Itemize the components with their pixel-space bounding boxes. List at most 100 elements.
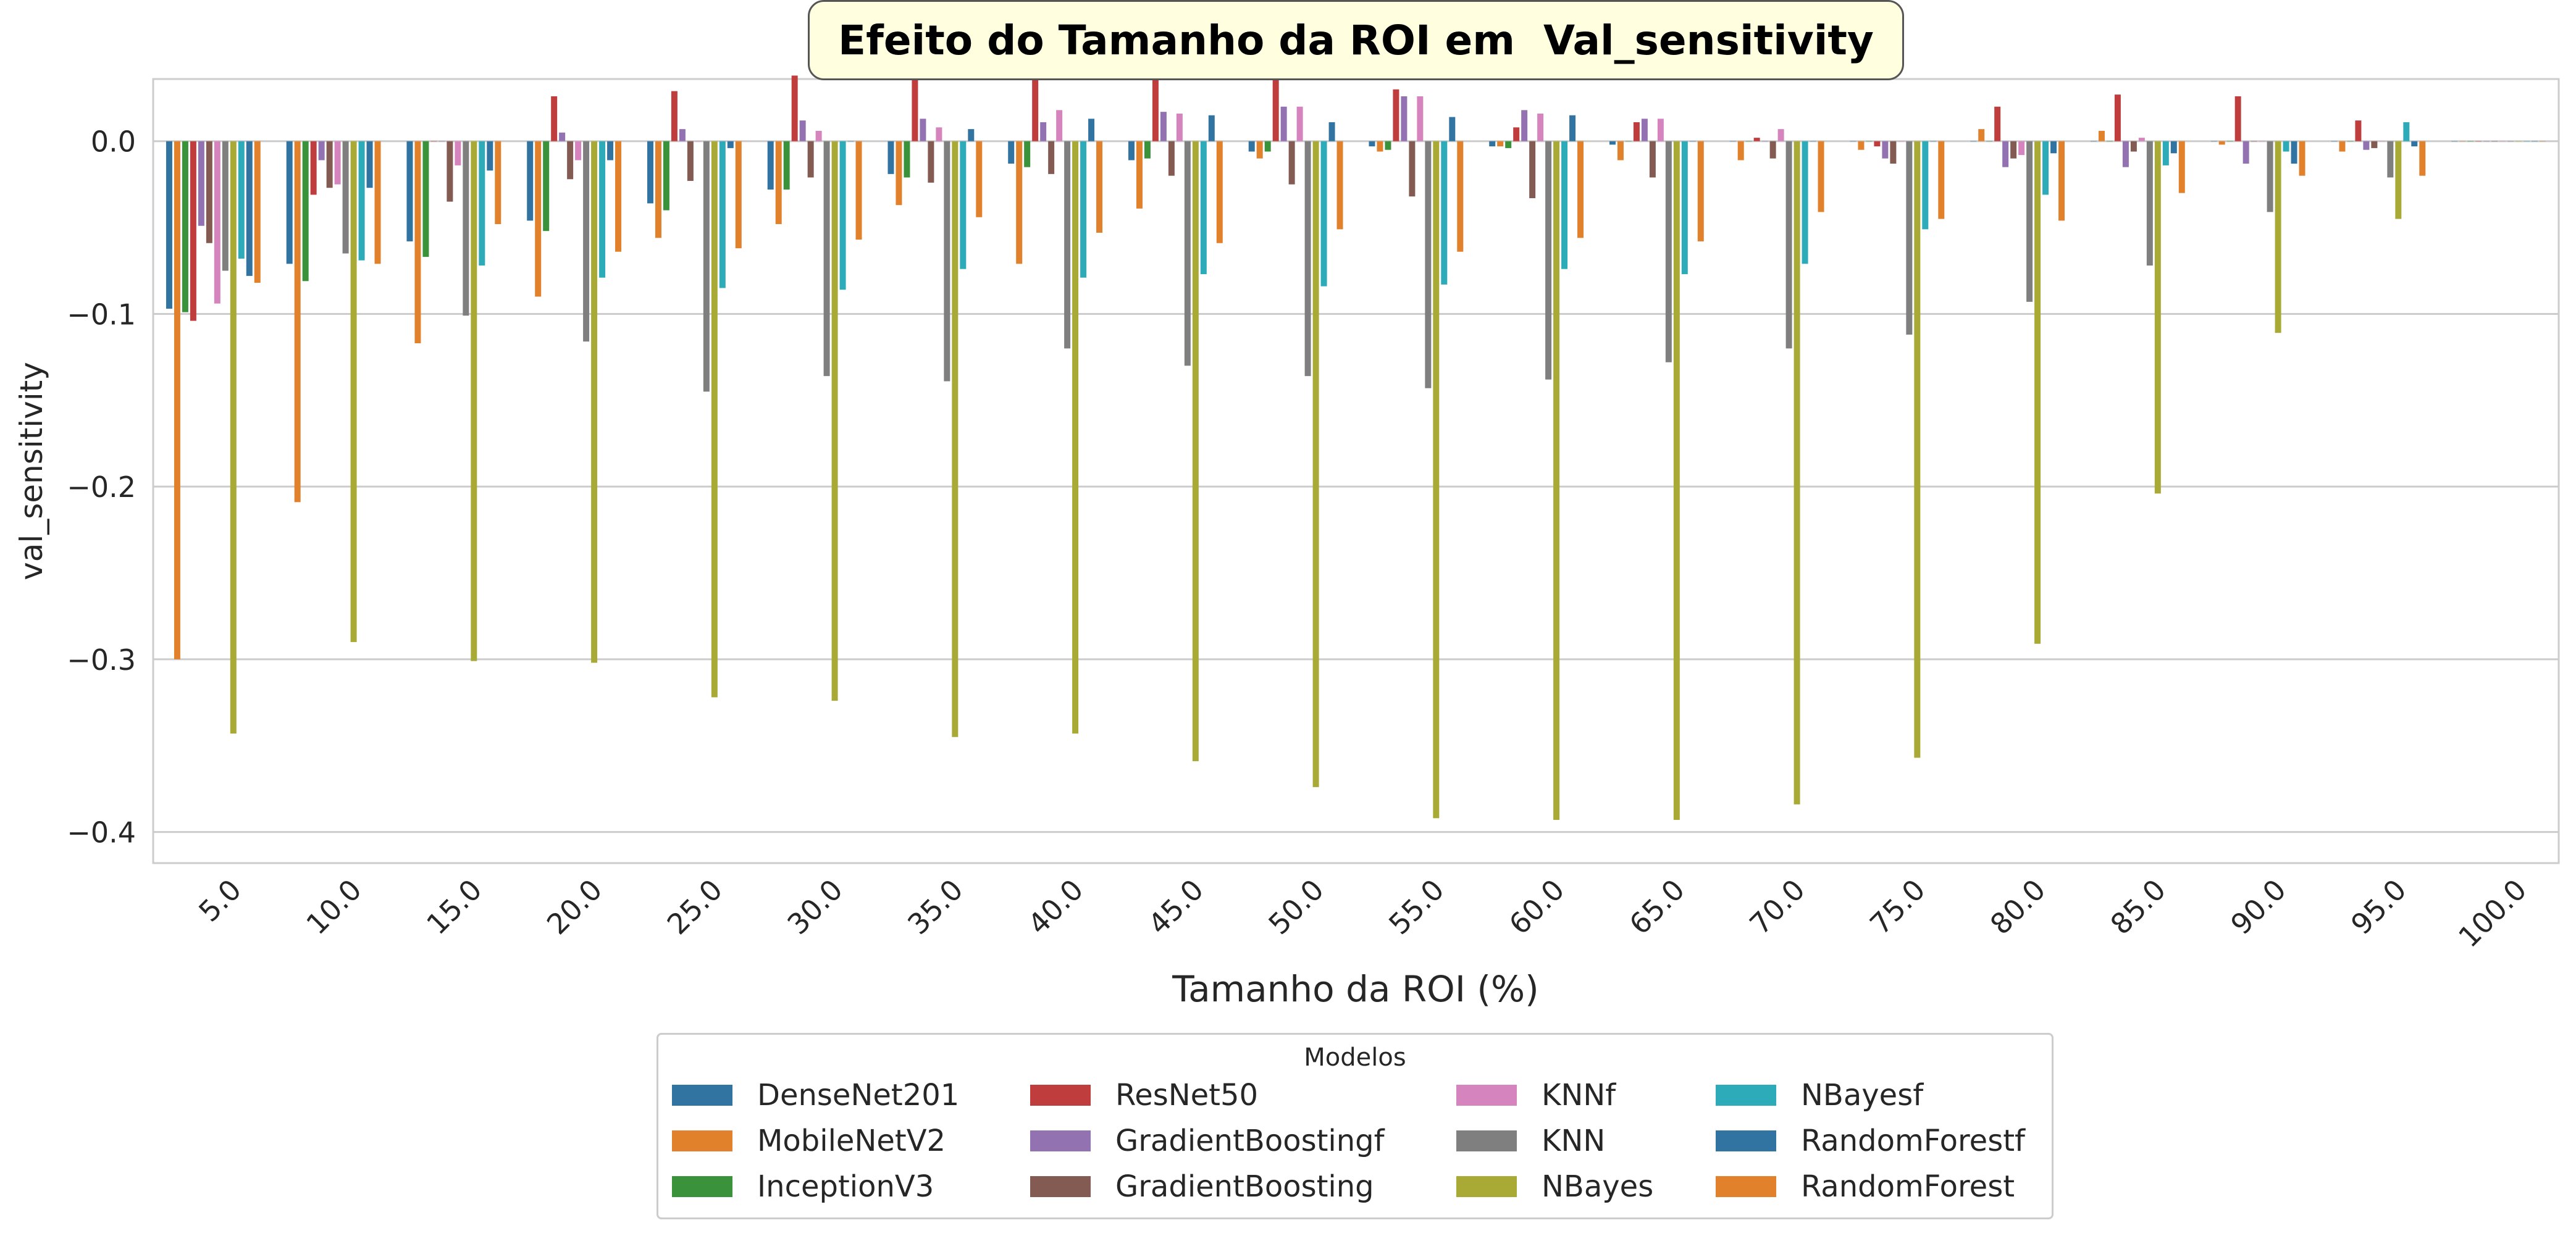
bar [968, 129, 975, 141]
bar [246, 141, 253, 276]
legend-item: GradientBoosting [1030, 1169, 1374, 1204]
bars [166, 54, 2546, 821]
legend-item: MobileNetV2 [672, 1124, 946, 1158]
bar [495, 141, 501, 224]
legend-item: ResNet50 [1030, 1078, 1258, 1113]
legend-label: GradientBoosting [1115, 1169, 1374, 1204]
bar [783, 141, 790, 190]
bar [2058, 141, 2065, 221]
x-axis-label: Tamanho da ROI (%) [1172, 968, 1539, 1010]
bar [1128, 141, 1135, 161]
x-tick-label: 95.0 [2344, 873, 2413, 942]
legend-swatch [1716, 1130, 1776, 1151]
bar [2042, 141, 2049, 195]
bar [2507, 141, 2514, 142]
legend-label: NBayes [1542, 1169, 1654, 1204]
bar [1729, 141, 1736, 142]
bar [2459, 141, 2466, 142]
bar [471, 141, 477, 661]
bar [1393, 89, 1399, 141]
bar [2010, 141, 2017, 159]
bar [1080, 141, 1087, 278]
y-tick-label: −0.4 [67, 816, 136, 850]
bar [1737, 141, 1744, 161]
bar [2540, 141, 2546, 142]
bar [1978, 129, 1985, 141]
bar [1521, 110, 1528, 141]
bar [1818, 141, 1824, 212]
chart-title: Efeito do Tamanho da ROI em Val_sensitiv… [838, 16, 1874, 64]
bar [1016, 141, 1023, 264]
bar [687, 141, 694, 182]
bar [2226, 141, 2233, 142]
bar [1874, 141, 1881, 147]
bar [318, 141, 325, 161]
bar [1489, 141, 1496, 147]
legend-label: DenseNet201 [757, 1078, 960, 1113]
bar [1369, 141, 1375, 147]
bar [2018, 141, 2025, 156]
bar [2138, 138, 2145, 141]
bar [1794, 141, 1800, 804]
bar [1288, 141, 1295, 185]
bar [2291, 141, 2297, 164]
bar [414, 141, 421, 343]
bar [174, 141, 180, 659]
bar [1649, 141, 1656, 178]
legend-item: GradientBoostingf [1030, 1124, 1385, 1158]
legend-label: GradientBoostingf [1115, 1124, 1385, 1158]
bar [575, 141, 582, 161]
bar [1561, 141, 1568, 269]
bar [206, 141, 212, 243]
bar [2467, 141, 2474, 142]
y-tick-label: −0.3 [67, 643, 136, 677]
bar [2162, 141, 2169, 165]
bar [2524, 141, 2530, 142]
bar [214, 141, 220, 304]
bar [2146, 141, 2153, 266]
bar [2371, 141, 2378, 148]
bar [2483, 141, 2490, 142]
plot-area [152, 78, 2560, 864]
x-tick-label: 20.0 [540, 873, 609, 942]
bar [190, 141, 196, 321]
bar [1336, 141, 1343, 230]
legend-item: NBayesf [1716, 1078, 1923, 1113]
bar [2419, 141, 2426, 176]
bar [350, 141, 357, 642]
x-tick-label: 25.0 [661, 873, 729, 942]
bar [2515, 141, 2522, 142]
x-tick-label: 35.0 [901, 873, 970, 942]
legend-swatch [1030, 1176, 1091, 1197]
bar [1994, 106, 2001, 141]
bar [1449, 117, 1456, 141]
bar [2299, 141, 2305, 176]
bar [912, 79, 918, 141]
bar [615, 141, 622, 252]
bar [455, 141, 461, 165]
bar [1569, 115, 1576, 141]
bar [1136, 141, 1143, 209]
bar [2347, 141, 2354, 142]
bar [543, 141, 550, 232]
bar [1072, 141, 1079, 734]
bar [1200, 141, 1207, 275]
x-tick-label: 30.0 [781, 873, 849, 942]
y-tick-labels: 0.0 −0.1 −0.2 −0.3 −0.4 [67, 125, 136, 850]
bar [1160, 112, 1167, 141]
x-tick-label: 40.0 [1022, 873, 1090, 942]
legend-label: KNN [1542, 1124, 1606, 1158]
legend-item: DenseNet201 [672, 1078, 959, 1113]
bar [1425, 141, 1432, 388]
x-tick-label: 60.0 [1503, 873, 1571, 942]
bar [1497, 141, 1504, 147]
bar [422, 141, 429, 257]
bar [663, 141, 669, 211]
bar [2387, 141, 2394, 178]
bar [1304, 141, 1311, 377]
bar [599, 141, 606, 278]
bar [1633, 122, 1640, 141]
bar [1192, 141, 1199, 761]
bar [2267, 141, 2273, 212]
x-tick-label: 50.0 [1262, 873, 1330, 942]
